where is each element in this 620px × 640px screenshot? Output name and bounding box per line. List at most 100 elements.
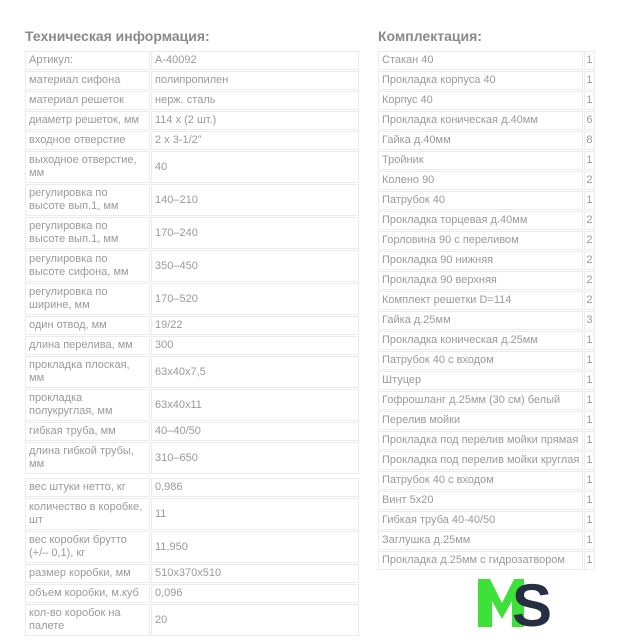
- kit-item-qty: 1: [584, 491, 595, 510]
- tech-value: 40: [151, 151, 359, 183]
- kit-row: Комплект решетки D=114 2: [378, 291, 595, 310]
- kit-item-name: Гофрошланг д.25мм (30 см) белый: [378, 391, 584, 410]
- kit-row: Прокладка под перелив мойки прямая 1: [378, 431, 595, 450]
- tech-value: 114 x (2 шт.): [151, 111, 359, 130]
- tech-value: 350–450: [151, 250, 359, 282]
- kit-item-name: Горловина 90 с переливом: [378, 231, 584, 250]
- tech-value: нерж. сталь: [151, 91, 359, 110]
- tech-label: вес штуки нетто, кг: [25, 478, 150, 497]
- kit-item-qty: 1: [584, 51, 595, 70]
- tech-label: регулировка по ширине, мм: [25, 283, 150, 315]
- kit-item-name: Гайка д.25мм: [378, 311, 584, 330]
- tech-table: Артикул: А-40092 материал сифона полипропил…: [24, 50, 360, 637]
- kit-title: Комплектация:: [378, 28, 482, 44]
- tech-label: вес коробки брутто (+/– 0,1), кг: [25, 531, 150, 563]
- tech-row: регулировка по высоте вып.1, мм 140–210: [25, 184, 359, 216]
- kit-item-name: Прокладка д.25мм с гидрозатвором: [378, 551, 584, 570]
- tech-label: прокладка полукруглая, мм: [25, 389, 150, 421]
- kit-item-qty: 8: [584, 131, 595, 150]
- kit-item-qty: 1: [584, 191, 595, 210]
- kit-item-name: Гибкая труба 40-40/50: [378, 511, 584, 530]
- kit-item-qty: 1: [584, 351, 595, 370]
- tech-value: 170–520: [151, 283, 359, 315]
- kit-item-qty: 1: [584, 431, 595, 450]
- tech-row: вес коробки брутто (+/– 0,1), кг 11,950: [25, 531, 359, 563]
- tech-label: материал сифона: [25, 71, 150, 90]
- tech-row: входное отверстие 2 x 3-1/2": [25, 131, 359, 150]
- kit-item-name: Винт 5x20: [378, 491, 584, 510]
- kit-row: Гофрошланг д.25мм (30 см) белый 1: [378, 391, 595, 410]
- kit-row: Корпус 40 1: [378, 91, 595, 110]
- tech-label: материал решеток: [25, 91, 150, 110]
- ms-logo: S: [478, 575, 552, 629]
- kit-row: Прокладка под перелив мойки круглая 1: [378, 451, 595, 470]
- kit-row: Гибкая труба 40-40/50 1: [378, 511, 595, 530]
- tech-value: полипропилен: [151, 71, 359, 90]
- tech-row: выходное отверстие, мм 40: [25, 151, 359, 183]
- tech-label: регулировка по высоте вып.1, мм: [25, 217, 150, 249]
- tech-value: 0,986: [151, 478, 359, 497]
- kit-row: Прокладка д.25мм с гидрозатвором 1: [378, 551, 595, 570]
- kit-item-qty: 1: [584, 71, 595, 90]
- tech-label: регулировка по высоте сифона, мм: [25, 250, 150, 282]
- kit-item-qty: 1: [584, 331, 595, 350]
- kit-item-name: Прокладка корпуса 40: [378, 71, 584, 90]
- tech-row: длина перелива, мм 300: [25, 336, 359, 355]
- kit-item-name: Патрубок 40 с входом: [378, 471, 584, 490]
- kit-item-qty: 1: [584, 411, 595, 430]
- tech-value: 140–210: [151, 184, 359, 216]
- tech-value: 11,950: [151, 531, 359, 563]
- kit-item-name: Стакан 40: [378, 51, 584, 70]
- kit-row: Гайка д.40мм 8: [378, 131, 595, 150]
- kit-item-name: Корпус 40: [378, 91, 584, 110]
- tech-row: регулировка по ширине, мм 170–520: [25, 283, 359, 315]
- kit-row: Прокладка коническая д.25мм 1: [378, 331, 595, 350]
- tech-label: Артикул:: [25, 51, 150, 70]
- tech-value: 310–650: [151, 442, 359, 474]
- kit-item-qty: 6: [584, 111, 595, 130]
- kit-item-qty: 2: [584, 271, 595, 290]
- tech-row: диаметр решеток, мм 114 x (2 шт.): [25, 111, 359, 130]
- tech-value: 2 x 3-1/2": [151, 131, 359, 150]
- tech-row: размер коробки, мм 510x370x510: [25, 564, 359, 583]
- kit-item-qty: 1: [584, 391, 595, 410]
- tech-label: регулировка по высоте вып.1, мм: [25, 184, 150, 216]
- kit-row: Штуцер 1: [378, 371, 595, 390]
- kit-item-qty: 1: [584, 91, 595, 110]
- tech-value: 63x40x11: [151, 389, 359, 421]
- kit-row: Перелив мойки 1: [378, 411, 595, 430]
- tech-row: прокладка полукруглая, мм 63x40x11: [25, 389, 359, 421]
- tech-row: вес штуки нетто, кг 0,986: [25, 478, 359, 497]
- kit-item-qty: 1: [584, 531, 595, 550]
- tech-row: длина гибкой трубы, мм 310–650: [25, 442, 359, 474]
- kit-table: Стакан 40 1 Прокладка корпуса 40 1 Корпус 40…: [377, 50, 596, 571]
- tech-value: А-40092: [151, 51, 359, 70]
- kit-item-name: Тройник: [378, 151, 584, 170]
- kit-item-name: Прокладка торцевая д.40мм: [378, 211, 584, 230]
- tech-row: один отвод, мм 19/22: [25, 316, 359, 335]
- tech-label: [25, 475, 150, 477]
- kit-item-qty: 1: [584, 471, 595, 490]
- kit-item-name: Прокладка 90 нижняя: [378, 251, 584, 270]
- kit-item-name: Штуцер: [378, 371, 584, 390]
- kit-item-name: Колено 90: [378, 171, 584, 190]
- kit-row: Тройник 1: [378, 151, 595, 170]
- tech-label: входное отверстие: [25, 131, 150, 150]
- tech-value: 11: [151, 498, 359, 530]
- tech-label: кол-во коробок на палете: [25, 604, 150, 636]
- kit-item-qty: 1: [584, 371, 595, 390]
- kit-row: Заглушка д.25мм 1: [378, 531, 595, 550]
- kit-item-name: Прокладка под перелив мойки круглая: [378, 451, 584, 470]
- tech-value: 0,096: [151, 584, 359, 603]
- kit-item-qty: 2: [584, 251, 595, 270]
- kit-row: Прокладка коническая д.40мм 6: [378, 111, 595, 130]
- kit-item-name: Прокладка под перелив мойки прямая: [378, 431, 584, 450]
- tech-value: 40–40/50: [151, 422, 359, 441]
- tech-value: 300: [151, 336, 359, 355]
- kit-item-name: Патрубок 40: [378, 191, 584, 210]
- tech-label: прокладка плоская, мм: [25, 356, 150, 388]
- tech-row: материал сифона полипропилен: [25, 71, 359, 90]
- tech-value: 20: [151, 604, 359, 636]
- kit-item-qty: 1: [584, 511, 595, 530]
- kit-row: Стакан 40 1: [378, 51, 595, 70]
